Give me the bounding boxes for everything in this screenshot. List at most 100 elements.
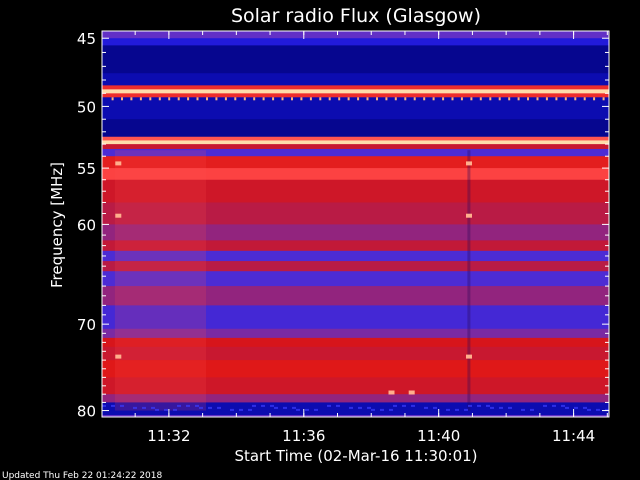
bottom-speckle (283, 406, 287, 409)
bottom-speckle (102, 404, 106, 407)
bottom-speckle (164, 408, 168, 411)
bottom-speckle (314, 408, 318, 411)
y-tick-label-45: 45 (77, 30, 96, 48)
bottom-speckle (186, 404, 190, 407)
bottom-speckle (358, 406, 362, 409)
line-tick (139, 97, 142, 101)
line-tick (602, 97, 605, 101)
line-tick (536, 97, 539, 101)
bottom-speckle (424, 406, 428, 409)
hot-spot-3 (466, 161, 472, 166)
line-tick (196, 97, 199, 101)
bottom-speckle (239, 408, 243, 411)
line-tick (470, 97, 473, 101)
line-tick (451, 97, 454, 101)
bottom-speckle (336, 404, 340, 407)
frequency-band-28 (102, 394, 609, 403)
y-tick-label-60: 60 (77, 216, 96, 234)
bottom-speckle (208, 406, 212, 409)
x-axis: 11:32 11:36 11:40 11:44 (134, 31, 608, 445)
bottom-speckle (111, 404, 115, 407)
line-tick (583, 97, 586, 101)
bottom-speckle (508, 406, 512, 409)
spectrogram-features (102, 97, 609, 411)
line-tick (545, 97, 548, 101)
bottom-speckle (477, 404, 481, 407)
bottom-speckle (120, 404, 124, 407)
frequency-band-26 (102, 360, 609, 378)
frequency-band-25 (102, 346, 609, 361)
x-tick-label-11:40: 11:40 (417, 427, 460, 445)
frequency-band-8 (102, 136, 609, 141)
bottom-speckle (142, 406, 146, 409)
bottom-speckle (530, 408, 534, 411)
bottom-speckle (177, 404, 181, 407)
bottom-speckle (552, 404, 556, 407)
frequency-band-4 (102, 89, 609, 94)
frequency-band-12 (102, 156, 609, 169)
frequency-band-16 (102, 224, 609, 241)
line-tick (413, 97, 416, 101)
y-axis: 45 50 55 60 70 80 (77, 30, 609, 421)
line-tick (347, 97, 350, 101)
y-tick-label-70: 70 (77, 316, 96, 334)
x-tick-label-11:32: 11:32 (147, 427, 190, 445)
frequency-band-7 (102, 119, 609, 138)
bottom-speckle (433, 406, 437, 409)
bottom-speckle (468, 404, 472, 407)
line-tick (234, 97, 237, 101)
line-tick (158, 97, 161, 101)
frequency-band-19 (102, 261, 609, 272)
bottom-speckle (402, 404, 406, 407)
frequency-band-9 (102, 140, 609, 145)
bottom-speckle (561, 404, 565, 407)
bottom-speckle (587, 408, 591, 411)
frequency-band-6 (102, 97, 609, 120)
hot-spot-2 (115, 354, 122, 359)
updated-timestamp: Updated Thu Feb 22 01:24:22 2018 (2, 471, 163, 480)
frequency-band-1 (102, 45, 609, 74)
frequency-band-14 (102, 179, 609, 203)
bottom-speckle (296, 408, 300, 411)
line-tick (593, 97, 596, 101)
bottom-speckle (261, 404, 265, 407)
x-tick-label-11:44: 11:44 (552, 427, 595, 445)
line-tick (479, 97, 482, 101)
bottom-speckle (151, 406, 155, 409)
dark-column (467, 150, 471, 411)
hot-spot-1 (115, 213, 122, 218)
line-tick (215, 97, 218, 101)
line-tick (338, 97, 341, 101)
frequency-band-2 (102, 73, 609, 86)
bottom-speckle (521, 408, 525, 411)
bottom-speckle (446, 408, 450, 411)
hot-spot-5 (466, 354, 472, 359)
line-tick (432, 97, 435, 101)
hot-spot-4 (466, 213, 472, 218)
bottom-speckle (455, 408, 459, 411)
bottom-speckle (380, 408, 384, 411)
line-tick (555, 97, 558, 101)
y-tick-label-80: 80 (77, 403, 96, 421)
frequency-band-17 (102, 240, 609, 252)
frequency-band-27 (102, 377, 609, 395)
bottom-speckle (248, 408, 252, 411)
line-tick (149, 97, 152, 101)
frequency-band-18 (102, 250, 609, 262)
line-tick (404, 97, 407, 101)
bottom-speckle (327, 404, 331, 407)
line-tick (319, 97, 322, 101)
frequency-band-20 (102, 271, 609, 287)
frequency-band-22 (102, 305, 609, 330)
line-tick (262, 97, 265, 101)
line-tick (272, 97, 275, 101)
line-tick (564, 97, 567, 101)
line-tick (130, 97, 133, 101)
line-tick (224, 97, 227, 101)
bottom-speckle (195, 404, 199, 407)
bottom-speckle (155, 408, 159, 411)
bottom-speckle (270, 404, 274, 407)
line-tick (206, 97, 208, 101)
bottom-speckle (305, 408, 309, 411)
